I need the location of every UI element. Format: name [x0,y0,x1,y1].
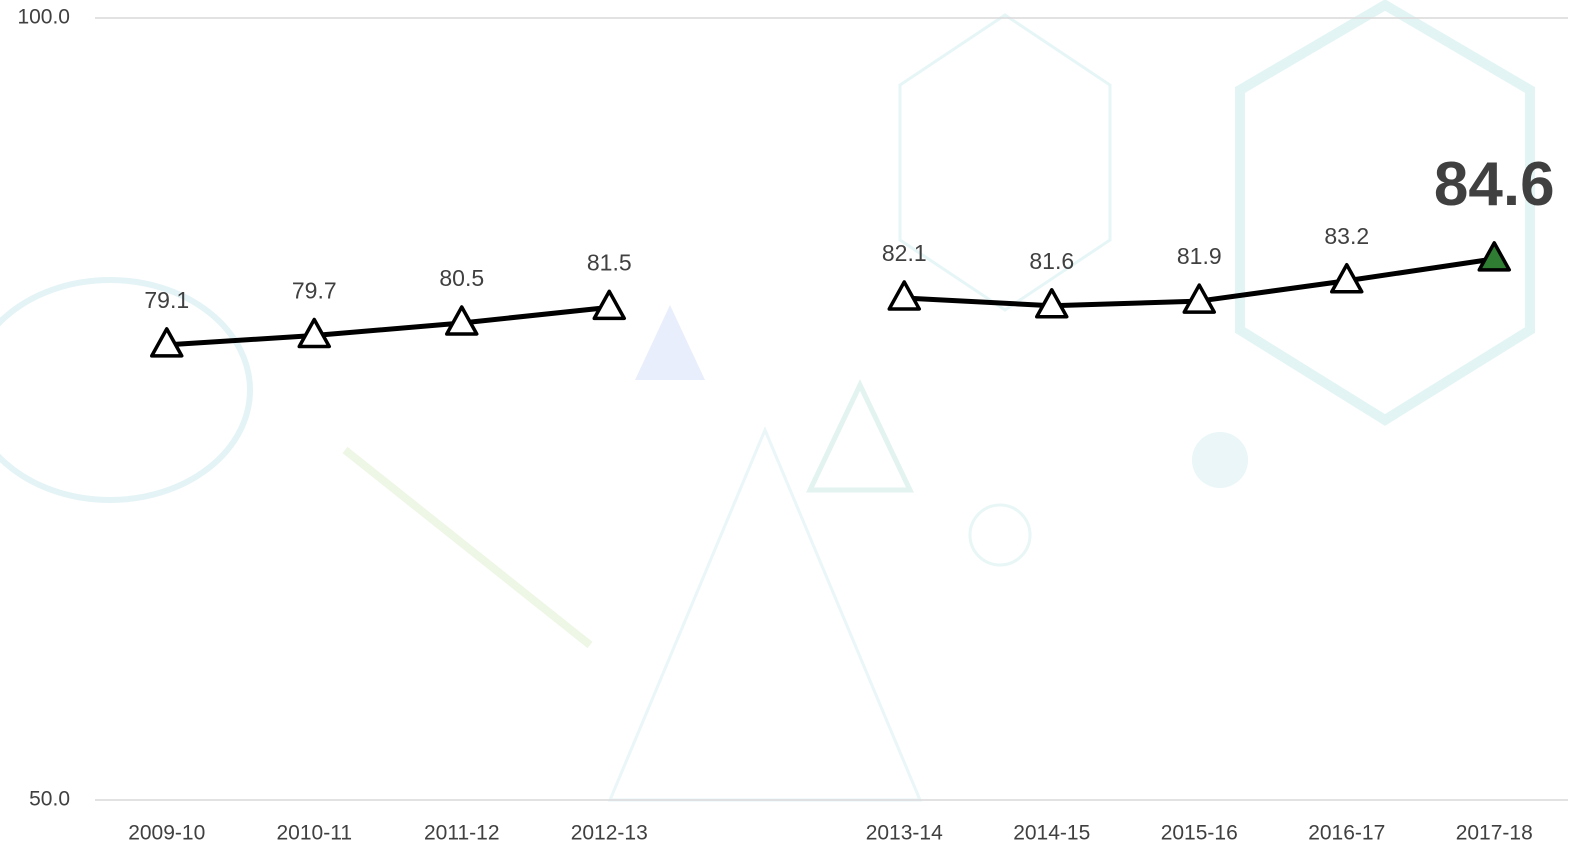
data-label: 82.1 [882,240,927,266]
data-label: 79.1 [144,287,189,313]
y-tick-label: 100.0 [17,6,70,29]
y-tick-label: 50.0 [29,788,70,811]
line [166,256,1495,348]
marker [1182,283,1216,314]
x-tick-label: 2017-18 [1456,822,1533,845]
x-tick-label: 2012-13 [571,822,648,845]
marker [1035,288,1069,319]
x-tick-label: 2011-12 [424,822,500,845]
marker [445,305,479,336]
x-tick-label: 2015-16 [1161,822,1238,845]
x-tick-label: 2010-11 [276,822,352,845]
x-tick-label: 2009-10 [128,822,205,845]
data-label: 81.9 [1177,243,1222,269]
marker [887,280,921,311]
marker [1477,241,1511,272]
data-label: 81.5 [587,249,632,275]
x-tick-label: 2014-15 [1013,822,1090,845]
data-label: 81.6 [1029,248,1074,274]
data-label: 83.2 [1324,223,1369,249]
data-label: 80.5 [439,265,484,291]
data-label: 84.6 [1434,150,1555,219]
background-decoration [0,0,1535,802]
marker [150,327,184,358]
x-tick-label: 2013-14 [866,822,943,845]
x-tick-label: 2016-17 [1308,822,1385,845]
marker [297,317,331,349]
data-label: 79.7 [292,278,337,304]
marker [1330,263,1364,294]
marker [592,289,626,321]
